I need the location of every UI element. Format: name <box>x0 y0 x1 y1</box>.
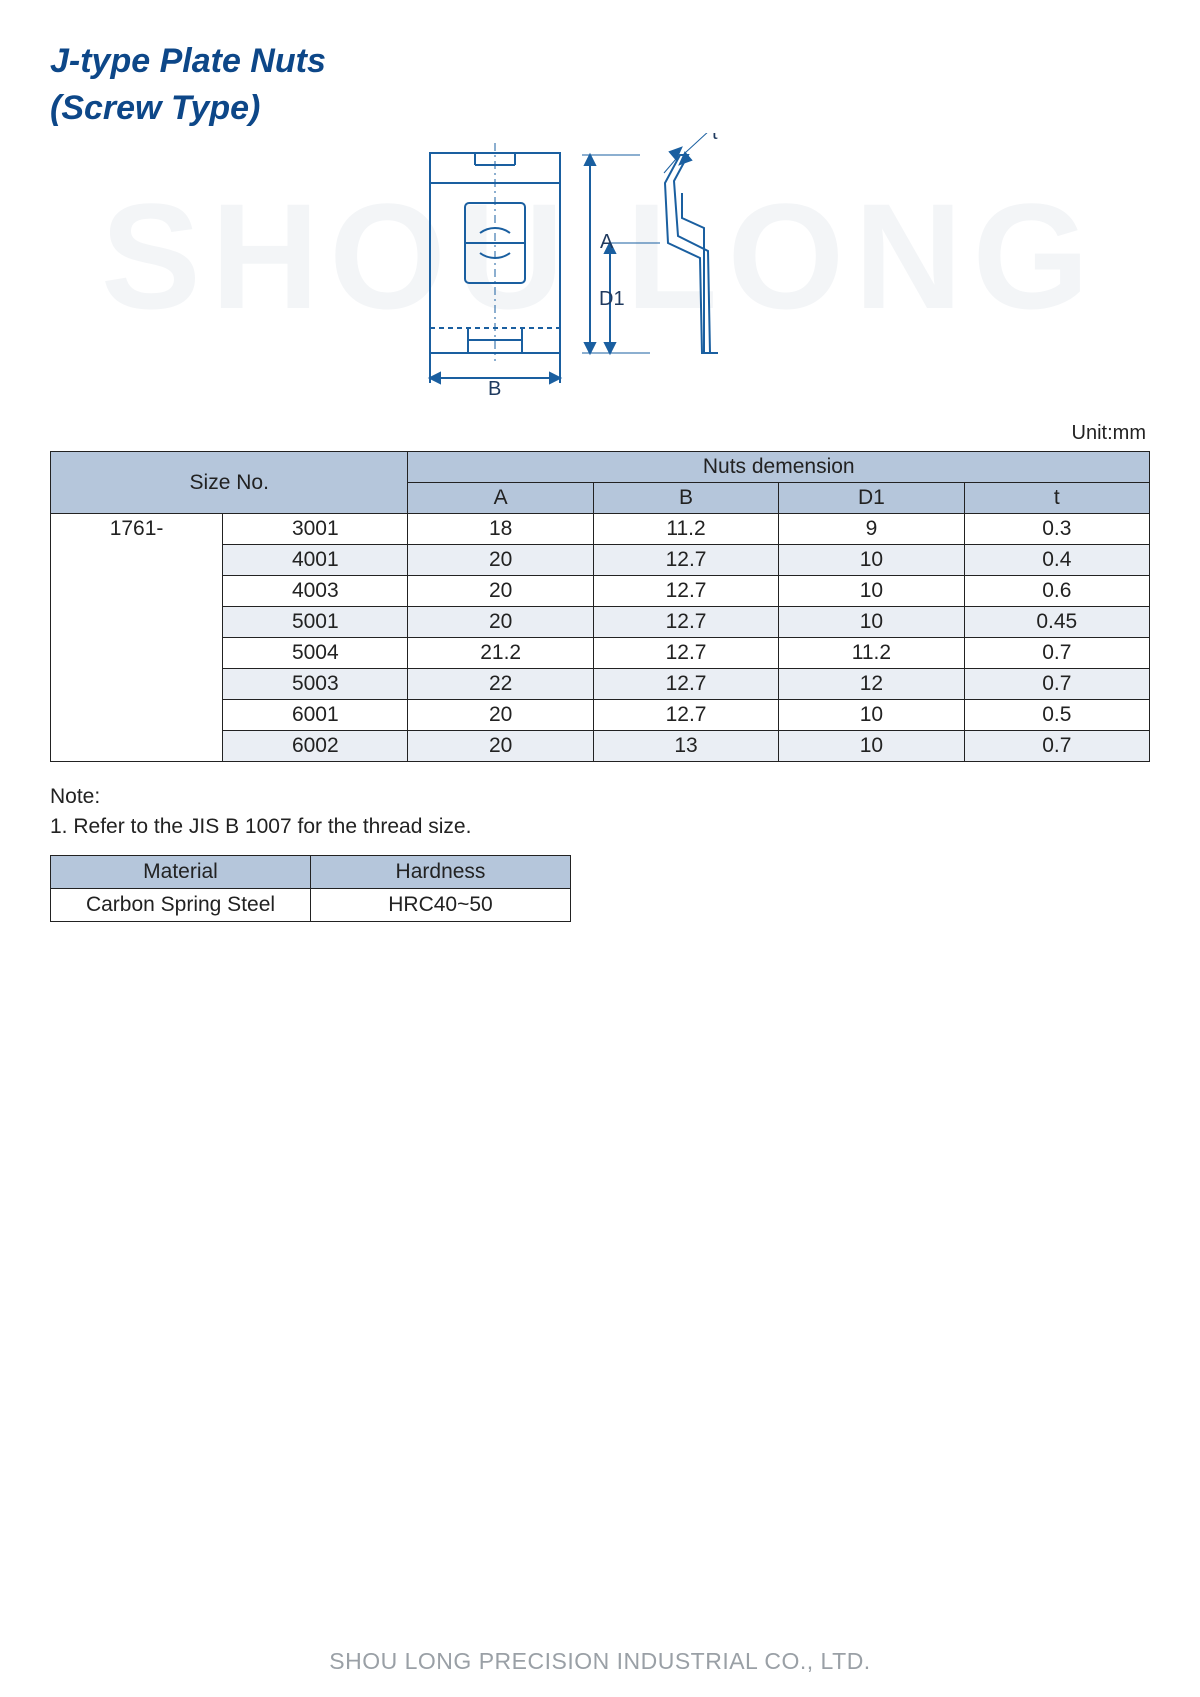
cell-a: 18 <box>408 514 593 545</box>
cell-d1: 11.2 <box>779 638 964 669</box>
size-code: 4003 <box>223 576 408 607</box>
size-code: 5004 <box>223 638 408 669</box>
technical-diagram: A D1 B t <box>50 133 1150 408</box>
diagram-label-t: t <box>712 133 718 144</box>
cell-t: 0.6 <box>964 576 1149 607</box>
cell-t: 0.4 <box>964 545 1149 576</box>
cell-t: 0.45 <box>964 607 1149 638</box>
page-title-line1: J-type Plate Nuts <box>50 40 1150 83</box>
cell-b: 12.7 <box>593 700 778 731</box>
cell-d1: 10 <box>779 545 964 576</box>
cell-d1: 10 <box>779 731 964 762</box>
size-header: Size No. <box>190 471 269 494</box>
unit-label: Unit:mm <box>50 422 1146 445</box>
size-code: 6002 <box>223 731 408 762</box>
footer-company: SHOU LONG PRECISION INDUSTRIAL CO., LTD. <box>0 1648 1200 1675</box>
cell-b: 12.7 <box>593 576 778 607</box>
dimensions-table: Size No. Nuts demension A B D1 t 1761-30… <box>50 451 1150 762</box>
cell-t: 0.7 <box>964 731 1149 762</box>
cell-a: 20 <box>408 700 593 731</box>
note-1: 1. Refer to the JIS B 1007 for the threa… <box>50 812 1150 842</box>
size-code: 5001 <box>223 607 408 638</box>
col-a: A <box>494 486 508 509</box>
cell-b: 12.7 <box>593 545 778 576</box>
cell-d1: 10 <box>779 607 964 638</box>
diagram-label-a: A <box>600 231 614 253</box>
cell-a: 21.2 <box>408 638 593 669</box>
material-table: Material Hardness Carbon Spring Steel HR… <box>50 855 571 922</box>
hardness-header: Hardness <box>311 855 571 888</box>
cell-d1: 10 <box>779 576 964 607</box>
col-t: t <box>1054 486 1060 509</box>
cell-b: 12.7 <box>593 638 778 669</box>
cell-a: 20 <box>408 607 593 638</box>
cell-a: 20 <box>408 576 593 607</box>
material-header: Material <box>51 855 311 888</box>
diagram-label-d1: D1 <box>599 288 625 310</box>
col-d1: D1 <box>858 486 885 509</box>
cell-a: 20 <box>408 731 593 762</box>
cell-t: 0.3 <box>964 514 1149 545</box>
size-code: 4001 <box>223 545 408 576</box>
cell-d1: 12 <box>779 669 964 700</box>
diagram-label-b: B <box>488 378 501 400</box>
hardness-value: HRC40~50 <box>311 888 571 921</box>
size-code: 3001 <box>223 514 408 545</box>
cell-d1: 10 <box>779 700 964 731</box>
cell-b: 12.7 <box>593 669 778 700</box>
cell-b: 13 <box>593 731 778 762</box>
cell-a: 22 <box>408 669 593 700</box>
size-code: 6001 <box>223 700 408 731</box>
table-row: 1761-30011811.290.3 <box>51 514 1150 545</box>
cell-b: 12.7 <box>593 607 778 638</box>
size-prefix: 1761- <box>51 514 223 762</box>
page-title-line2: (Screw Type) <box>50 87 1150 130</box>
material-value: Carbon Spring Steel <box>51 888 311 921</box>
dim-header: Nuts demension <box>703 455 855 478</box>
cell-d1: 9 <box>779 514 964 545</box>
note-label: Note: <box>50 782 1150 812</box>
cell-t: 0.5 <box>964 700 1149 731</box>
cell-t: 0.7 <box>964 669 1149 700</box>
col-b: B <box>679 486 693 509</box>
cell-b: 11.2 <box>593 514 778 545</box>
cell-a: 20 <box>408 545 593 576</box>
size-code: 5003 <box>223 669 408 700</box>
cell-t: 0.7 <box>964 638 1149 669</box>
